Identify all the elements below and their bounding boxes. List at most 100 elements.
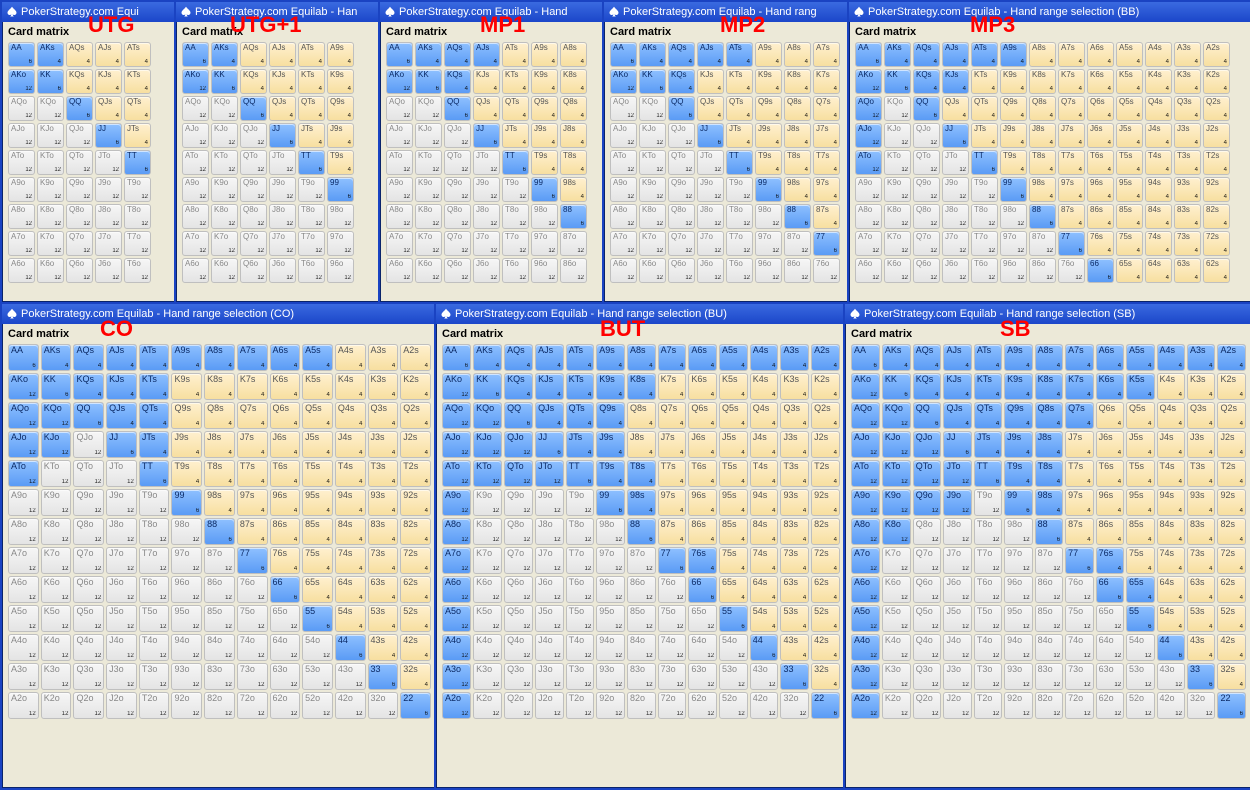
hand-52o[interactable]: 52o12 — [719, 692, 748, 719]
hand-J7o[interactable]: J7o12 — [943, 547, 971, 574]
hand-J2o[interactable]: J2o12 — [943, 692, 971, 719]
hand-87o[interactable]: 87o12 — [627, 547, 656, 574]
hand-A8s[interactable]: A8s4 — [784, 42, 811, 67]
hand-86s[interactable]: 86s4 — [1096, 518, 1124, 545]
hand-K3s[interactable]: K3s4 — [1187, 373, 1215, 400]
hand-96s[interactable]: 96s4 — [688, 489, 717, 516]
hand-J8o[interactable]: J8o12 — [697, 204, 724, 229]
hand-K3o[interactable]: K3o12 — [41, 663, 72, 690]
hand-A9s[interactable]: A9s4 — [596, 344, 625, 371]
hand-96o[interactable]: 96o12 — [1000, 258, 1027, 283]
hand-J4s[interactable]: J4s4 — [1157, 431, 1185, 458]
hand-76o[interactable]: 76o12 — [658, 576, 687, 603]
hand-T4s[interactable]: T4s4 — [1157, 460, 1185, 487]
hand-98s[interactable]: 98s4 — [1035, 489, 1063, 516]
hand-Q9o[interactable]: Q9o12 — [668, 177, 695, 202]
hand-T2o[interactable]: T2o12 — [566, 692, 595, 719]
hand-87s[interactable]: 87s4 — [1065, 518, 1093, 545]
hand-K7o[interactable]: K7o12 — [639, 231, 666, 256]
hand-QTs[interactable]: QTs4 — [139, 402, 170, 429]
hand-96s[interactable]: 96s4 — [1087, 177, 1114, 202]
hand-A9s[interactable]: A9s4 — [1004, 344, 1032, 371]
hand-97o[interactable]: 97o12 — [327, 231, 354, 256]
hand-J7s[interactable]: J7s4 — [813, 123, 840, 148]
hand-J8o[interactable]: J8o12 — [106, 518, 137, 545]
hand-85s[interactable]: 85s4 — [1116, 204, 1143, 229]
hand-97s[interactable]: 97s4 — [1065, 489, 1093, 516]
hand-A9s[interactable]: A9s4 — [531, 42, 558, 67]
hand-Q8o[interactable]: Q8o12 — [913, 204, 940, 229]
hand-75o[interactable]: 75o12 — [658, 605, 687, 632]
hand-A8o[interactable]: A8o12 — [851, 518, 880, 545]
hand-95s[interactable]: 95s4 — [302, 489, 333, 516]
hand-T7o[interactable]: T7o12 — [974, 547, 1002, 574]
hand-T9o[interactable]: T9o12 — [124, 177, 151, 202]
hand-KTs[interactable]: KTs4 — [566, 373, 595, 400]
hand-84s[interactable]: 84s4 — [1145, 204, 1172, 229]
hand-A3s[interactable]: A3s4 — [368, 344, 399, 371]
hand-97s[interactable]: 97s4 — [813, 177, 840, 202]
hand-K4o[interactable]: K4o12 — [882, 634, 911, 661]
hand-AJs[interactable]: AJs4 — [535, 344, 564, 371]
hand-T9s[interactable]: T9s4 — [171, 460, 202, 487]
hand-T3o[interactable]: T3o12 — [566, 663, 595, 690]
hand-ATo[interactable]: ATo12 — [851, 460, 880, 487]
hand-62s[interactable]: 62s4 — [811, 576, 840, 603]
hand-QTo[interactable]: QTo12 — [913, 460, 942, 487]
hand-JJ[interactable]: JJ6 — [473, 123, 500, 148]
hand-99[interactable]: 996 — [531, 177, 558, 202]
hand-JTo[interactable]: JTo12 — [942, 150, 969, 175]
hand-JTo[interactable]: JTo12 — [535, 460, 564, 487]
hand-77[interactable]: 776 — [1058, 231, 1085, 256]
hand-AJo[interactable]: AJo12 — [442, 431, 471, 458]
hand-54o[interactable]: 54o12 — [302, 634, 333, 661]
hand-Q8s[interactable]: Q8s4 — [1029, 96, 1056, 121]
hand-A9o[interactable]: A9o12 — [610, 177, 637, 202]
hand-T6o[interactable]: T6o12 — [971, 258, 998, 283]
hand-QJs[interactable]: QJs4 — [95, 96, 122, 121]
hand-Q6s[interactable]: Q6s4 — [688, 402, 717, 429]
hand-K9o[interactable]: K9o12 — [41, 489, 72, 516]
hand-JTo[interactable]: JTo12 — [473, 150, 500, 175]
hand-T3s[interactable]: T3s4 — [1187, 460, 1215, 487]
hand-K8o[interactable]: K8o12 — [41, 518, 72, 545]
hand-82s[interactable]: 82s4 — [400, 518, 431, 545]
hand-T8o[interactable]: T8o12 — [124, 204, 151, 229]
hand-87s[interactable]: 87s4 — [813, 204, 840, 229]
hand-Q9s[interactable]: Q9s4 — [531, 96, 558, 121]
hand-72o[interactable]: 72o12 — [237, 692, 268, 719]
hand-94o[interactable]: 94o12 — [596, 634, 625, 661]
hand-KQs[interactable]: KQs4 — [73, 373, 104, 400]
hand-KTs[interactable]: KTs4 — [139, 373, 170, 400]
hand-84s[interactable]: 84s4 — [335, 518, 366, 545]
hand-88[interactable]: 886 — [204, 518, 235, 545]
hand-Q6o[interactable]: Q6o12 — [240, 258, 267, 283]
hand-J4o[interactable]: J4o12 — [106, 634, 137, 661]
hand-A8o[interactable]: A8o12 — [442, 518, 471, 545]
hand-K5o[interactable]: K5o12 — [473, 605, 502, 632]
hand-QTo[interactable]: QTo12 — [66, 150, 93, 175]
hand-T2o[interactable]: T2o12 — [139, 692, 170, 719]
hand-KJo[interactable]: KJo12 — [882, 431, 911, 458]
hand-J9o[interactable]: J9o12 — [535, 489, 564, 516]
hand-A8s[interactable]: A8s4 — [627, 344, 656, 371]
hand-97s[interactable]: 97s4 — [658, 489, 687, 516]
hand-Q2o[interactable]: Q2o12 — [913, 692, 942, 719]
hand-T9o[interactable]: T9o12 — [139, 489, 170, 516]
hand-98o[interactable]: 98o12 — [327, 204, 354, 229]
hand-A6o[interactable]: A6o12 — [386, 258, 413, 283]
hand-K6o[interactable]: K6o12 — [882, 576, 911, 603]
hand-87s[interactable]: 87s4 — [237, 518, 268, 545]
hand-77[interactable]: 776 — [237, 547, 268, 574]
hand-52o[interactable]: 52o12 — [302, 692, 333, 719]
hand-KQo[interactable]: KQo12 — [41, 402, 72, 429]
hand-55[interactable]: 556 — [719, 605, 748, 632]
hand-95o[interactable]: 95o12 — [171, 605, 202, 632]
hand-KJo[interactable]: KJo12 — [639, 123, 666, 148]
hand-42s[interactable]: 42s4 — [811, 634, 840, 661]
hand-K3s[interactable]: K3s4 — [368, 373, 399, 400]
hand-J8o[interactable]: J8o12 — [473, 204, 500, 229]
hand-54s[interactable]: 54s4 — [1157, 605, 1185, 632]
hand-T6s[interactable]: T6s4 — [270, 460, 301, 487]
hand-J9s[interactable]: J9s4 — [755, 123, 782, 148]
